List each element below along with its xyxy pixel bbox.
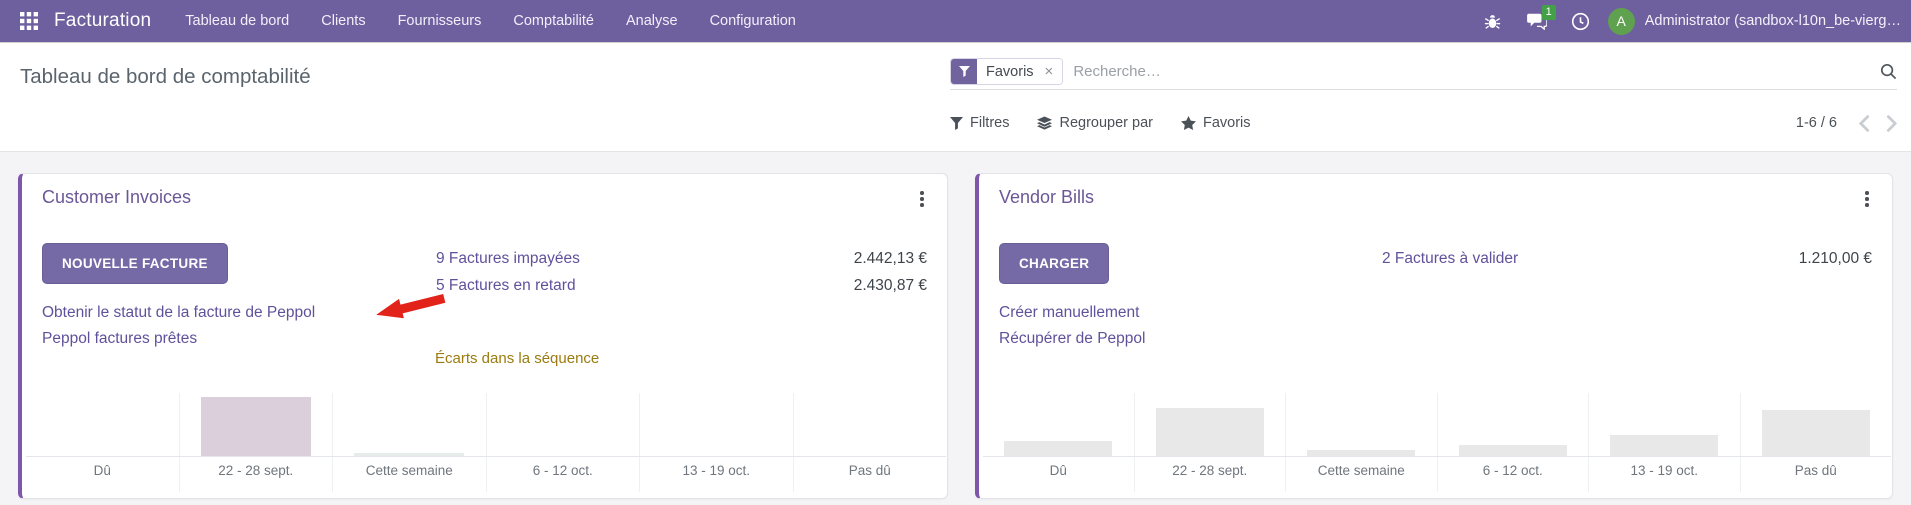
aged-balance-chart: Dû 22 - 28 sept. Cette semaine 6 - 12 oct. 1… bbox=[983, 393, 1891, 492]
chart-bar[interactable] bbox=[1155, 408, 1264, 456]
facet-remove-icon[interactable]: × bbox=[1042, 59, 1063, 84]
group-by-label: Regrouper par bbox=[1059, 115, 1153, 131]
avatar[interactable]: A bbox=[1607, 7, 1635, 35]
apps-grid-icon[interactable] bbox=[14, 6, 44, 36]
chart-bar[interactable] bbox=[1610, 435, 1719, 456]
card-stat-amounts: 1.210,00 € bbox=[1799, 245, 1872, 272]
card-stats: 2 Factures à valider bbox=[1382, 245, 1518, 272]
kebab-menu-icon[interactable] bbox=[911, 188, 933, 210]
chart-bar[interactable] bbox=[1307, 450, 1416, 456]
unpaid-invoices-link[interactable]: 9 Factures impayées bbox=[436, 250, 580, 267]
axis-label: 13 - 19 oct. bbox=[1630, 463, 1699, 478]
chart-column[interactable]: 22 - 28 sept. bbox=[1135, 393, 1286, 492]
axis-label: Dû bbox=[93, 463, 111, 478]
app-brand[interactable]: Facturation bbox=[54, 10, 152, 31]
axis-label: 22 - 28 sept. bbox=[218, 463, 294, 478]
control-panel: Tableau de bord de comptabilité Favoris … bbox=[0, 42, 1911, 152]
unpaid-amount: 2.442,13 € bbox=[853, 250, 927, 267]
chart-column[interactable]: Pas dû bbox=[1741, 393, 1892, 492]
journal-card-customer-invoices: Customer Invoices NOUVELLE FACTURE 9 Fac… bbox=[18, 173, 948, 499]
bills-to-validate-link[interactable]: 2 Factures à valider bbox=[1382, 250, 1519, 267]
pager-value: 1-6 / 6 bbox=[1795, 115, 1837, 131]
chart-column[interactable]: Cette semaine bbox=[1286, 393, 1438, 492]
funnel-icon bbox=[951, 59, 977, 84]
filters-label: Filtres bbox=[970, 115, 1010, 131]
late-invoices-link[interactable]: 5 Factures en retard bbox=[436, 277, 576, 294]
axis-label: Cette semaine bbox=[365, 463, 453, 478]
upload-button[interactable]: CHARGER bbox=[999, 243, 1110, 284]
menu-item-dashboard[interactable]: Tableau de bord bbox=[185, 13, 290, 29]
axis-label: 22 - 28 sept. bbox=[1172, 463, 1248, 478]
navbar-left: Facturation Tableau de bord Clients Four… bbox=[0, 0, 812, 42]
chart-column[interactable]: 13 - 19 oct. bbox=[640, 393, 794, 492]
axis-label: 6 - 12 oct. bbox=[1482, 463, 1543, 478]
axis-label: Dû bbox=[1049, 463, 1067, 478]
menu-item-clients[interactable]: Clients bbox=[321, 13, 366, 29]
menu-item-accounting[interactable]: Comptabilité bbox=[513, 13, 594, 29]
navbar-right: 1 A Administrator (sandbox-l10n_be-vierg… bbox=[1476, 4, 1911, 38]
sequence-gap-warning-link[interactable]: Écarts dans la séquence bbox=[435, 350, 600, 367]
search-facet: Favoris × bbox=[950, 58, 1064, 85]
pager-prev-icon[interactable] bbox=[1859, 114, 1870, 132]
pager-next-icon[interactable] bbox=[1886, 114, 1897, 132]
journal-card-vendor-bills: Vendor Bills CHARGER 2 Factures à valide… bbox=[975, 173, 1893, 499]
menu-item-analysis[interactable]: Analyse bbox=[625, 13, 678, 29]
pager: 1-6 / 6 bbox=[1795, 114, 1897, 132]
kebab-menu-icon[interactable] bbox=[1856, 188, 1878, 210]
axis-label: Pas dû bbox=[1794, 463, 1837, 478]
chart-column[interactable]: 13 - 19 oct. bbox=[1589, 393, 1741, 492]
chart-bar[interactable] bbox=[200, 397, 311, 456]
peppol-ready-link[interactable]: Peppol factures prêtes bbox=[42, 330, 198, 347]
message-count-badge: 1 bbox=[1541, 5, 1556, 20]
facet-label: Favoris bbox=[977, 59, 1043, 84]
search-input[interactable] bbox=[1073, 63, 1880, 80]
chart-column[interactable]: Cette semaine bbox=[333, 393, 487, 492]
aged-balance-chart: Dû 22 - 28 sept. Cette semaine 6 - 12 oct. 1… bbox=[26, 393, 946, 492]
activities-clock-icon[interactable] bbox=[1564, 4, 1598, 38]
axis-label: Pas dû bbox=[848, 463, 891, 478]
main-menu: Tableau de bord Clients Fournisseurs Com… bbox=[169, 0, 812, 42]
create-manually-link[interactable]: Créer manuellement bbox=[999, 304, 1140, 321]
new-invoice-button[interactable]: NOUVELLE FACTURE bbox=[42, 243, 228, 284]
card-stats: 9 Factures impayées 5 Factures en retard bbox=[436, 245, 580, 299]
card-stat-amounts: 2.442,13 € 2.430,87 € bbox=[854, 245, 927, 299]
card-title[interactable]: Vendor Bills bbox=[999, 187, 1095, 207]
axis-label: 6 - 12 oct. bbox=[532, 463, 593, 478]
chart-column[interactable]: 6 - 12 oct. bbox=[1438, 393, 1589, 492]
chart-column[interactable]: Dû bbox=[983, 393, 1135, 492]
dashboard-content: Customer Invoices NOUVELLE FACTURE 9 Fac… bbox=[0, 152, 1911, 505]
peppol-status-link[interactable]: Obtenir le statut de la facture de Peppo… bbox=[42, 304, 316, 321]
to-validate-amount: 1.210,00 € bbox=[1798, 250, 1872, 267]
late-amount: 2.430,87 € bbox=[853, 277, 927, 294]
annotation-arrow-icon bbox=[373, 286, 450, 333]
messages-icon[interactable]: 1 bbox=[1520, 4, 1556, 38]
card-links: Créer manuellement Récupérer de Peppol bbox=[999, 300, 1146, 352]
chart-bar[interactable] bbox=[354, 453, 465, 456]
chart-column[interactable]: 22 - 28 sept. bbox=[180, 393, 333, 492]
page-title: Tableau de bord de comptabilité bbox=[20, 65, 311, 88]
search-icon[interactable] bbox=[1880, 63, 1897, 80]
user-menu[interactable]: Administrator (sandbox-l10n_be-vierg… bbox=[1644, 13, 1901, 29]
chart-column[interactable]: 6 - 12 oct. bbox=[487, 393, 640, 492]
chart-bar[interactable] bbox=[1761, 410, 1870, 456]
menu-item-vendors[interactable]: Fournisseurs bbox=[397, 13, 482, 29]
fetch-from-peppol-link[interactable]: Récupérer de Peppol bbox=[999, 330, 1146, 347]
menu-item-configuration[interactable]: Configuration bbox=[709, 13, 796, 29]
top-navbar: Facturation Tableau de bord Clients Four… bbox=[0, 0, 1911, 42]
search-options-row: Filtres Regrouper par Favoris 1-6 / 6 bbox=[950, 106, 1897, 140]
chart-column[interactable]: Dû bbox=[26, 393, 180, 492]
axis-label: Cette semaine bbox=[1317, 463, 1405, 478]
group-by-button[interactable]: Regrouper par bbox=[1037, 115, 1153, 131]
axis-label: 13 - 19 oct. bbox=[682, 463, 751, 478]
card-links: Obtenir le statut de la facture de Peppo… bbox=[42, 300, 315, 352]
favorites-label: Favoris bbox=[1202, 115, 1251, 131]
chart-column[interactable]: Pas dû bbox=[794, 393, 947, 492]
search-bar[interactable]: Favoris × bbox=[950, 54, 1897, 90]
filters-button[interactable]: Filtres bbox=[950, 115, 1009, 131]
favorites-button[interactable]: Favoris bbox=[1181, 115, 1251, 131]
bug-icon[interactable] bbox=[1476, 4, 1510, 38]
card-title[interactable]: Customer Invoices bbox=[42, 187, 192, 207]
chart-bar[interactable] bbox=[1004, 441, 1113, 456]
chart-bar[interactable] bbox=[1458, 445, 1567, 456]
